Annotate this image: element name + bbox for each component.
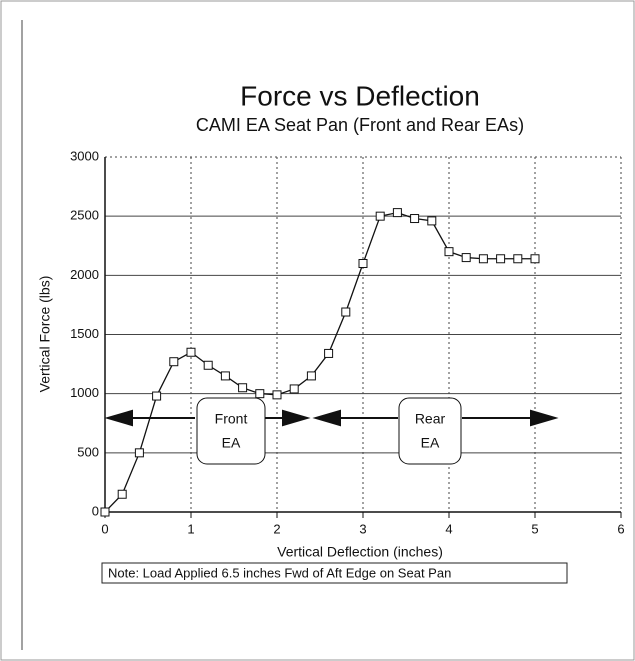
marker [427, 216, 437, 226]
marker [530, 254, 540, 264]
x-tick-label: 6 [617, 521, 624, 536]
marker [444, 247, 454, 257]
y-tick-label: 1000 [70, 385, 99, 400]
note: Note: Load Applied 6.5 inches Fwd of Aft… [108, 565, 451, 580]
marker [289, 384, 299, 394]
marker [375, 211, 385, 221]
y-tick-label: 3000 [70, 148, 99, 163]
marker [117, 489, 127, 499]
front-label: Front [215, 411, 248, 427]
x-tick-label: 3 [359, 521, 366, 536]
marker [324, 348, 334, 358]
marker [478, 254, 488, 264]
note-box [101, 562, 568, 584]
front-box [196, 397, 266, 465]
marker [255, 389, 265, 399]
marker [152, 391, 162, 401]
marker [238, 383, 248, 393]
marker [513, 254, 523, 264]
marker [100, 507, 110, 517]
marker [392, 208, 402, 218]
front-label: EA [222, 435, 241, 451]
rear-box [398, 397, 462, 465]
marker [341, 307, 351, 317]
x-tick-label: 4 [445, 521, 452, 536]
rear-label: Rear [415, 411, 446, 427]
y-tick-label: 1500 [70, 326, 99, 341]
annotation-arrows [104, 409, 559, 427]
y-tick-label: 0 [92, 503, 99, 518]
marker [272, 390, 282, 400]
marker [496, 254, 506, 264]
x-tick-label: 5 [531, 521, 538, 536]
x-axis-label: Vertical Deflection (inches) [277, 544, 443, 560]
marker [358, 259, 368, 268]
x-tick-label: 2 [273, 521, 280, 536]
marker [186, 347, 196, 357]
y-tick-label: 500 [77, 444, 99, 459]
y-tick-label: 2000 [70, 267, 99, 282]
marker [306, 371, 316, 381]
marker [461, 253, 471, 263]
x-tick-label: 0 [101, 521, 108, 536]
marker [203, 360, 213, 370]
chart-subtitle: CAMI EA Seat Pan (Front and Rear EAs) [196, 115, 524, 135]
marker [410, 214, 420, 224]
y-tick-label: 2500 [70, 208, 99, 223]
marker [220, 371, 230, 381]
marker [134, 448, 144, 458]
marker [169, 357, 179, 367]
chart-title: Force vs Deflection [240, 80, 480, 111]
x-tick-label: 1 [187, 521, 194, 536]
rear-label: EA [421, 435, 440, 451]
y-axis-label: Vertical Force (lbs) [37, 276, 53, 393]
